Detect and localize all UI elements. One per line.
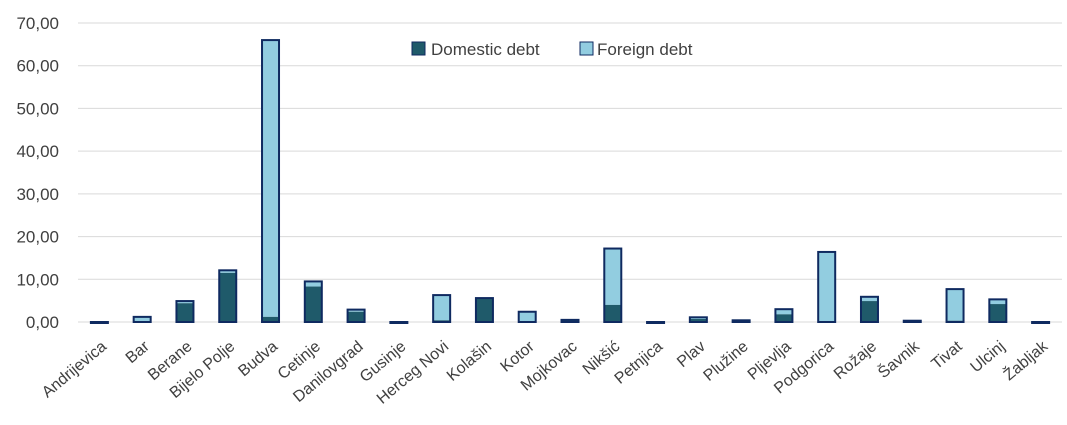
bar-outline <box>432 294 452 323</box>
x-tick-label: Andrijevica <box>39 338 110 401</box>
bar-outline <box>1031 321 1051 324</box>
bar-foreign-debt <box>946 289 964 321</box>
legend: Domestic debt Foreign debt <box>411 40 693 59</box>
bar-foreign-debt <box>775 309 793 315</box>
bar-domestic-debt <box>176 303 194 322</box>
legend-label-domestic: Domestic debt <box>431 40 540 59</box>
bar-foreign-debt <box>304 281 322 287</box>
y-tick-label: 0,00 <box>26 313 59 332</box>
y-tick-label: 50,00 <box>16 99 59 118</box>
bar-foreign-debt <box>219 270 237 273</box>
x-tick-label: Žabljak <box>999 336 1051 384</box>
bar-outline <box>132 315 152 324</box>
bars <box>89 39 1051 324</box>
bar-outline <box>688 316 708 323</box>
bar-outline <box>474 297 494 323</box>
bar-outline <box>175 300 195 324</box>
x-tick-label: Kolašin <box>444 338 495 385</box>
x-tick-label: Budva <box>235 338 281 380</box>
y-tick-label: 10,00 <box>16 270 59 289</box>
y-axis-ticks: 0,00 10,00 20,00 30,00 40,00 50,00 60,00 70,00 <box>16 14 59 332</box>
x-tick-label: Rožaje <box>831 338 880 383</box>
bar-domestic-debt <box>347 311 365 322</box>
x-tick-label: Petnjica <box>612 338 667 388</box>
bar-outline <box>517 310 537 323</box>
bar-outline <box>817 250 837 324</box>
bar-foreign-debt <box>176 301 194 304</box>
bar-foreign-debt <box>860 296 878 302</box>
bar-outline <box>859 295 879 324</box>
bar-outline <box>218 269 238 323</box>
bar-domestic-debt <box>262 316 280 322</box>
x-tick-label: Bar <box>123 338 154 367</box>
bar-domestic-debt <box>860 301 878 322</box>
bar-outline <box>603 247 623 324</box>
bar-foreign-debt <box>818 251 836 322</box>
bar-foreign-debt <box>433 295 451 321</box>
gridlines <box>78 22 1062 323</box>
legend-swatch-foreign <box>579 41 594 56</box>
y-tick-label: 40,00 <box>16 142 59 161</box>
bar-outline <box>945 288 965 323</box>
bar-outline <box>261 39 281 323</box>
bar-outline <box>89 321 109 324</box>
bar-domestic-debt <box>219 272 237 322</box>
legend-swatch-domestic <box>411 41 426 56</box>
x-tick-label: Šavnik <box>874 336 924 382</box>
y-tick-label: 30,00 <box>16 185 59 204</box>
bar-foreign-debt <box>518 311 536 322</box>
bar-domestic-debt <box>304 286 322 322</box>
bar-domestic-debt <box>475 298 493 322</box>
bar-domestic-debt <box>989 304 1007 322</box>
bar-foreign-debt <box>262 40 280 317</box>
y-tick-label: 60,00 <box>16 57 59 76</box>
bar-outline <box>774 308 794 323</box>
bar-outline <box>731 319 751 324</box>
bar-outline <box>303 280 323 323</box>
bar-foreign-debt <box>133 316 151 322</box>
bar-outline <box>646 321 666 324</box>
y-tick-label: 70,00 <box>16 14 59 33</box>
bar-domestic-debt <box>775 314 793 322</box>
bar-domestic-debt <box>561 319 579 322</box>
bar-outline <box>560 318 580 324</box>
x-tick-label: Plužine <box>701 338 752 385</box>
bar-outline <box>988 298 1008 323</box>
bar-domestic-debt <box>689 319 707 322</box>
x-tick-label: Plav <box>674 338 709 371</box>
x-tick-label: Tivat <box>929 338 966 373</box>
bar-outline <box>902 319 922 323</box>
bar-outline <box>389 321 409 324</box>
bar-outline <box>346 308 366 323</box>
bar-foreign-debt <box>989 299 1007 305</box>
legend-label-foreign: Foreign debt <box>597 40 693 59</box>
bar-foreign-debt <box>604 248 622 305</box>
y-tick-label: 20,00 <box>16 228 59 247</box>
bar-foreign-debt <box>347 309 365 312</box>
bar-domestic-debt <box>604 304 622 322</box>
